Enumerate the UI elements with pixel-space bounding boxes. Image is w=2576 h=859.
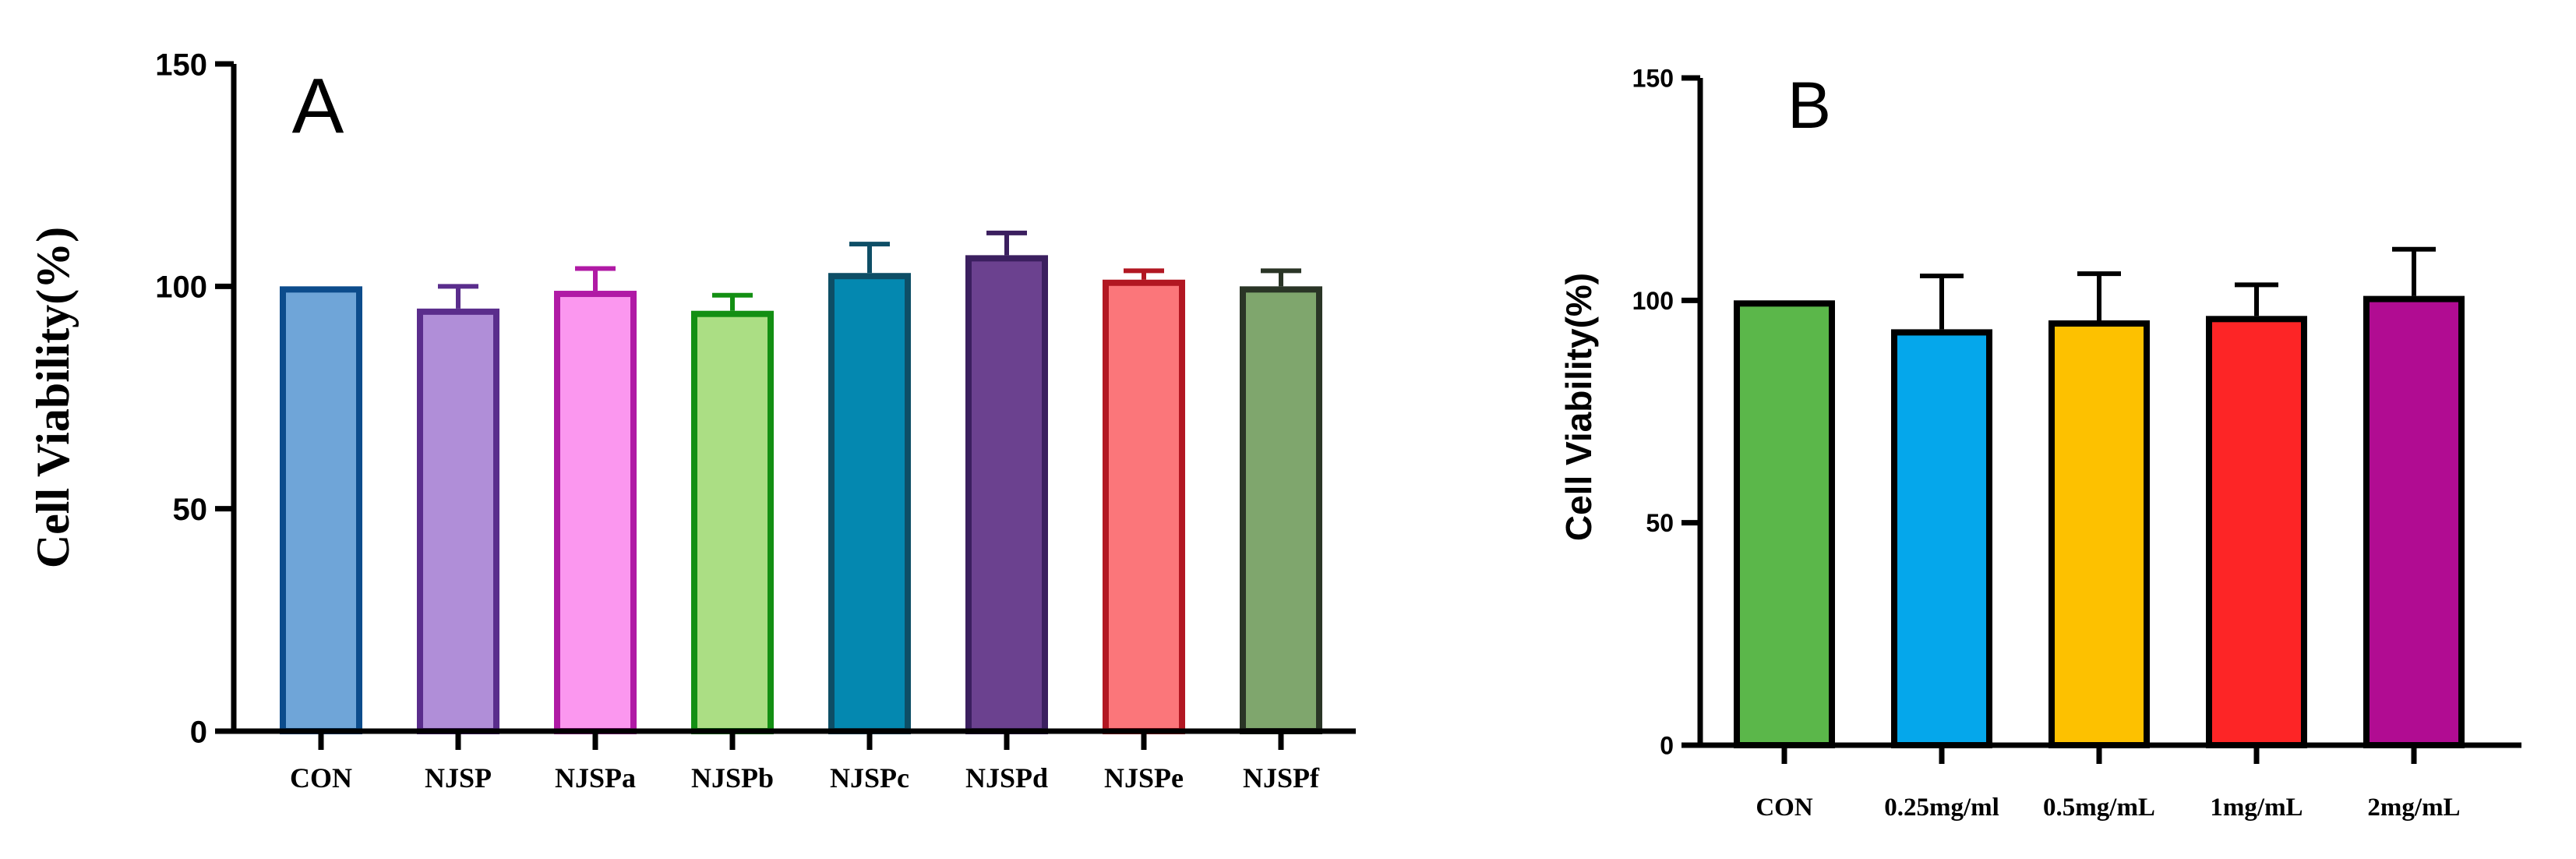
chart-panel-b: CON 0.25mg/ml 0.5mg/mL 1mg/mL 2mg/mL 0 50 100 15…: [1558, 65, 2521, 822]
x-tick-label: 2mg/mL: [2367, 794, 2460, 822]
y-tick-label: 150: [1632, 65, 1674, 93]
y-axis-label: Cell Viability(%): [1558, 273, 1599, 541]
x-tick-label: NJSPd: [965, 762, 1048, 794]
x-tick-label: NJSP: [425, 762, 492, 794]
x-tick-label: NJSPe: [1104, 762, 1184, 794]
y-tick-label: 100: [155, 270, 207, 305]
chart-panel-a: CON NJSP NJSPa NJSPb NJSPc NJSPd NJSPe NJSPf 0 50…: [27, 48, 1356, 794]
bar-1: [1891, 329, 1992, 748]
bar-0: [280, 286, 362, 735]
bar-4: [2363, 295, 2465, 749]
bar-2: [554, 291, 637, 735]
x-tick-label: NJSPf: [1243, 762, 1320, 794]
y-tick-label: 0: [190, 715, 207, 749]
bar-7: [1240, 286, 1322, 735]
panel-label: B: [1787, 69, 1831, 142]
x-tick-label: 0.25mg/ml: [1884, 794, 1999, 822]
x-tick-label: NJSPa: [555, 762, 636, 794]
bar-6: [1103, 279, 1185, 735]
bar-5: [965, 255, 1048, 734]
y-tick-label: 150: [155, 48, 207, 82]
y-tick-label: 0: [1660, 732, 1674, 760]
x-tick-label: NJSPb: [691, 762, 774, 794]
x-tick-label: CON: [1756, 794, 1813, 822]
bar-3: [691, 310, 774, 735]
x-tick-label: 0.5mg/mL: [2043, 794, 2155, 822]
bar-3: [2206, 316, 2307, 749]
x-tick-label: NJSPc: [830, 762, 909, 794]
bar-2: [2048, 320, 2150, 749]
y-tick-label: 50: [173, 493, 208, 527]
x-tick-label: 1mg/mL: [2210, 794, 2303, 822]
bar-1: [417, 308, 499, 735]
bar-0: [1734, 300, 1835, 749]
panel-label: A: [292, 62, 344, 150]
y-tick-label: 50: [1646, 509, 1674, 537]
y-axis-label: Cell Viability(%): [27, 227, 79, 568]
bar-4: [828, 273, 911, 735]
x-tick-label: CON: [290, 762, 352, 794]
y-tick-label: 100: [1632, 287, 1674, 315]
